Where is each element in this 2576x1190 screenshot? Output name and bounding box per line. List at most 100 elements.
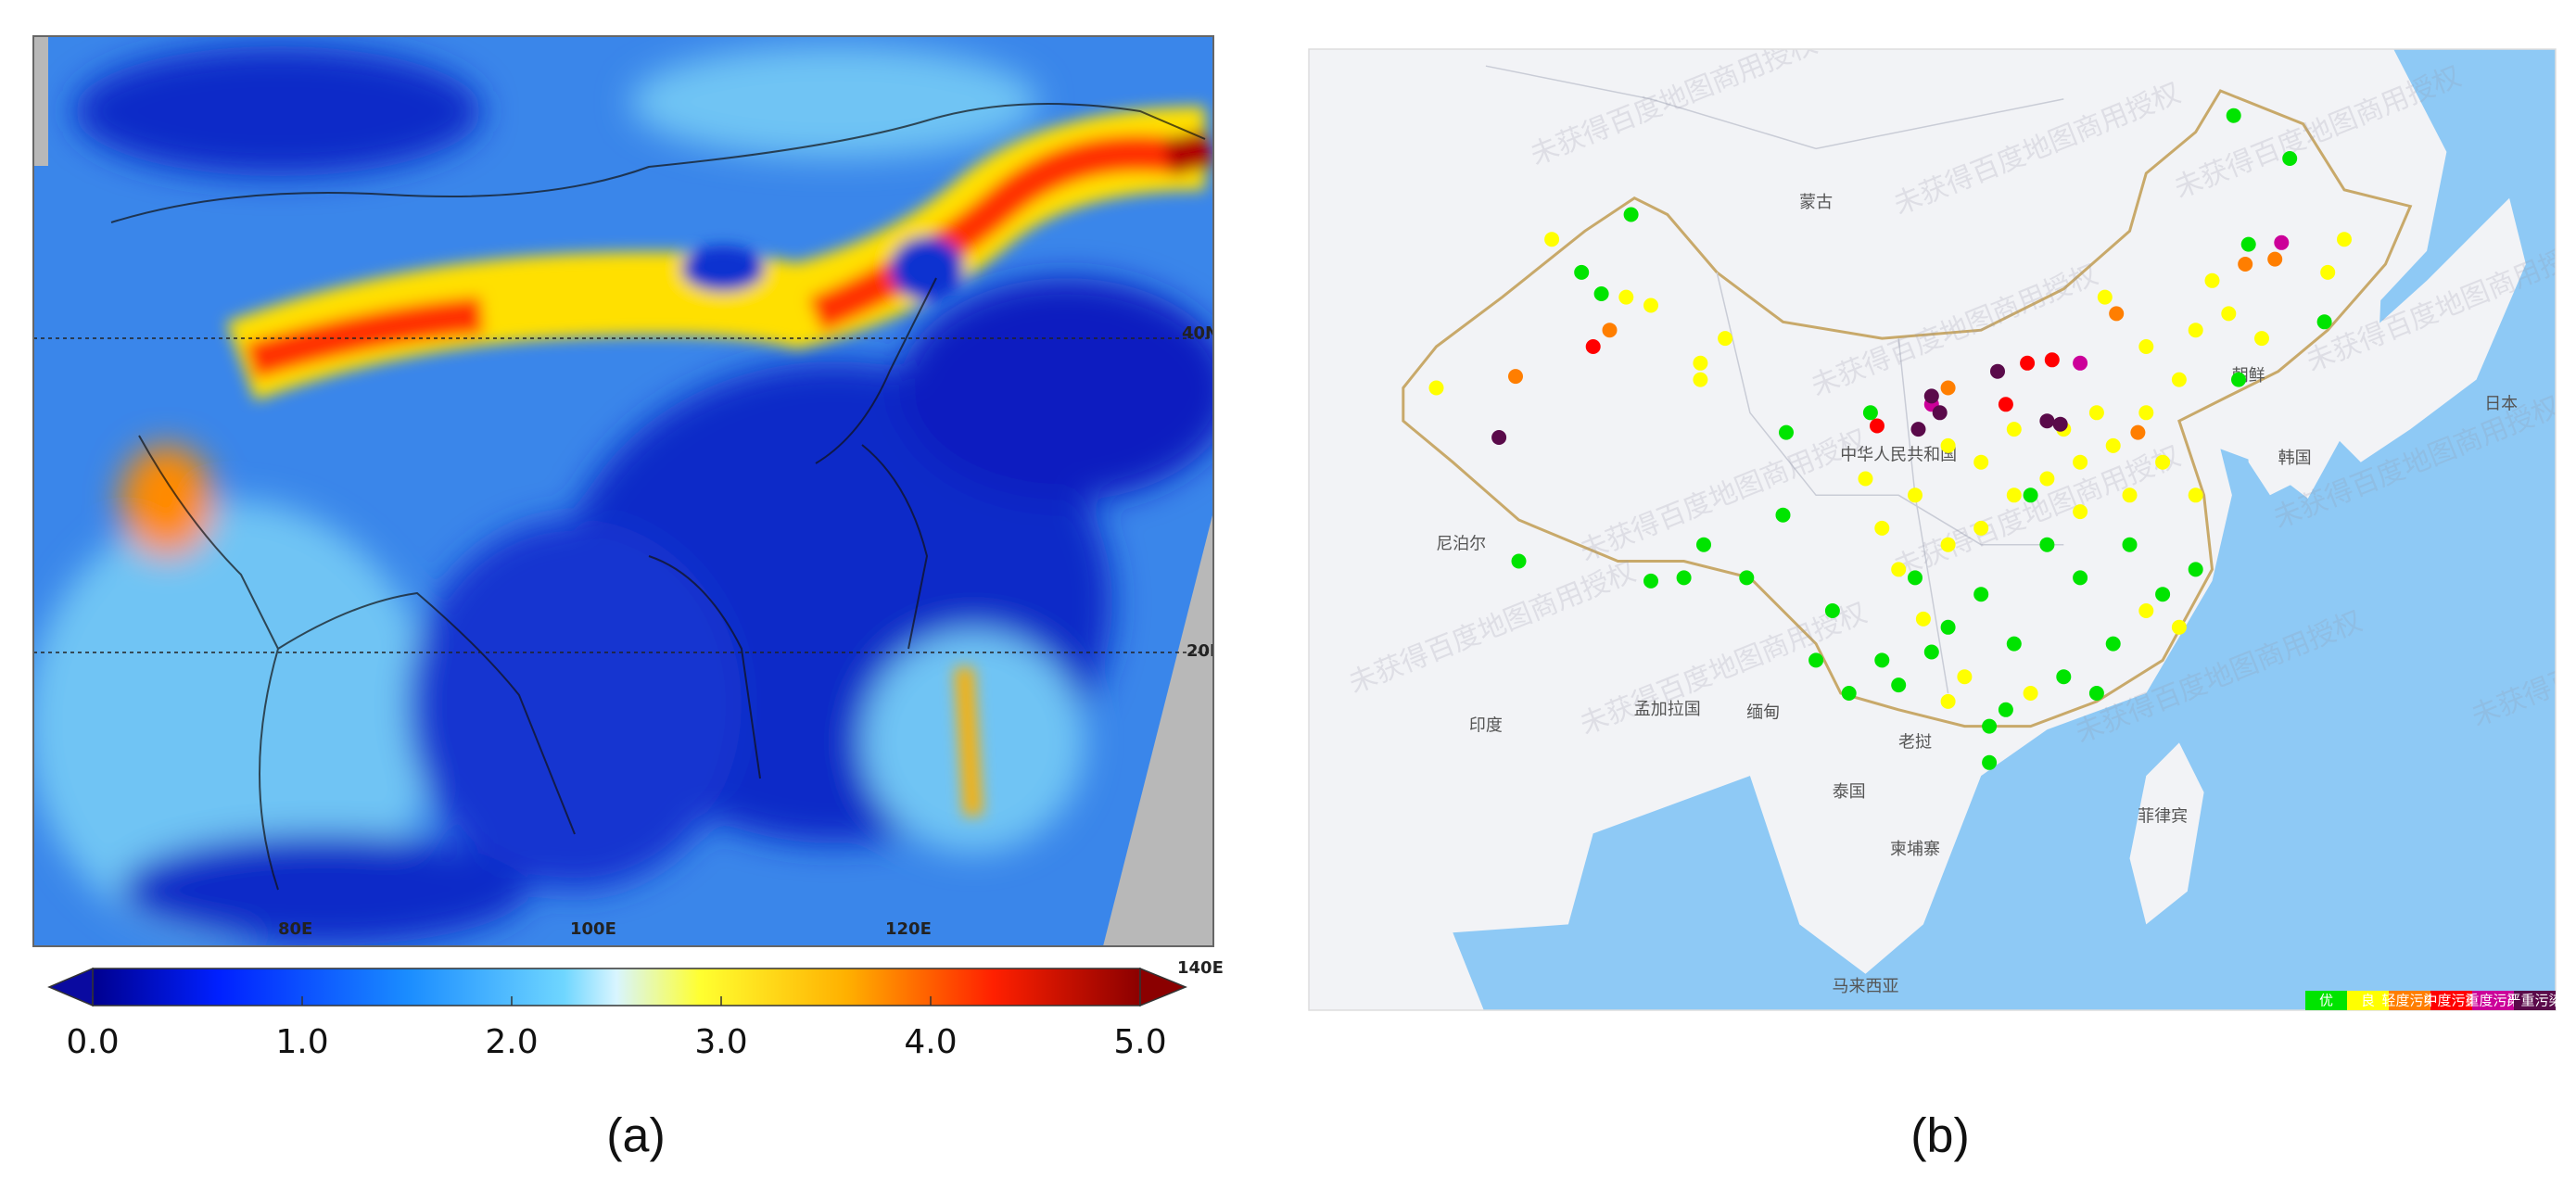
legend-label: 中度污染	[2423, 993, 2479, 1009]
station-dot	[1574, 264, 1590, 280]
station-dot	[1940, 537, 1956, 552]
map-label: 韩国	[2278, 449, 2312, 468]
station-dot	[2023, 487, 2038, 503]
station-dot	[2316, 314, 2332, 330]
lon-label: 120E	[885, 919, 932, 939]
station-dot	[1693, 355, 1708, 371]
colorbar-tick-label: 1.0	[275, 1023, 328, 1061]
station-dot	[2231, 372, 2246, 387]
map-label: 印度	[1469, 716, 1503, 736]
station-dot	[2073, 355, 2088, 371]
station-dot	[2073, 454, 2088, 470]
station-dot	[1982, 718, 1998, 734]
station-dot	[2039, 471, 2055, 487]
station-dot	[2320, 264, 2336, 280]
station-dot	[1874, 652, 1890, 668]
station-dot	[2006, 636, 2022, 652]
station-dot	[1891, 562, 1907, 577]
lat-label: 20N	[1186, 641, 1224, 661]
station-dot	[1990, 363, 2005, 379]
station-dot	[1923, 644, 1939, 660]
station-dot	[2240, 236, 2256, 252]
map-label: 蒙古	[1799, 193, 1833, 212]
map-label: 马来西亚	[1833, 977, 1899, 996]
station-dot	[1862, 405, 1878, 421]
station-dot	[2006, 487, 2022, 503]
lon-label: 140E	[1177, 958, 1224, 978]
station-dot	[2238, 257, 2253, 272]
map-label: 日本	[2484, 394, 2518, 413]
station-dot	[1841, 686, 1857, 701]
station-dot	[1982, 754, 1998, 770]
land	[2245, 412, 2303, 496]
station-dot	[1693, 372, 1708, 387]
station-dot	[1491, 430, 1507, 445]
map-label: 泰国	[1833, 782, 1866, 802]
station-dot	[1428, 380, 1444, 396]
station-dot	[1908, 487, 1922, 503]
ocean	[1453, 49, 2556, 1010]
station-dot	[2039, 537, 2055, 552]
station-dot	[1623, 207, 1639, 222]
colorbar-tick-label: 3.0	[694, 1023, 747, 1061]
station-dot	[1940, 619, 1956, 635]
land	[2129, 742, 2204, 925]
colorbar-tick-label: 2.0	[485, 1023, 538, 1061]
station-dot	[1585, 339, 1601, 354]
panel-label: (b)	[1910, 1109, 1970, 1163]
station-dot	[1940, 380, 1956, 396]
station-dot	[2226, 108, 2241, 123]
station-dot	[2105, 437, 2121, 453]
station-dot	[2097, 289, 2113, 305]
station-dot	[1824, 603, 1840, 618]
legend-label: 严重污染	[2506, 993, 2562, 1009]
station-dot	[2171, 372, 2187, 387]
land	[2328, 197, 2526, 462]
station-dot	[2155, 454, 2171, 470]
legend-swatch	[2472, 991, 2514, 1010]
station-dot	[2138, 405, 2154, 421]
station-dot	[1643, 573, 1658, 589]
station-dot	[1870, 418, 1884, 434]
station-dot	[2188, 562, 2203, 577]
station-dot	[2221, 306, 2237, 322]
station-dot	[2254, 331, 2269, 347]
station-dot	[1508, 369, 1523, 385]
station-dot	[2138, 603, 2154, 618]
satellite-map: 40N 20N 80E 100E 120E	[33, 36, 1224, 946]
legend-label: 良	[2361, 993, 2375, 1009]
station-dot	[1908, 570, 1922, 586]
air-quality-map: 未获得百度地图商用授权 未获得百度地图商用授权未获得百度地图商用授权未获得百度地图…	[1309, 49, 2556, 1010]
station-dot	[2122, 537, 2138, 552]
colorbar-tick-label: 5.0	[1113, 1023, 1166, 1061]
station-dot	[1544, 232, 1560, 247]
legend-swatch	[2430, 991, 2472, 1010]
station-dot	[1874, 520, 1890, 536]
colorbar-tick-label: 4.0	[904, 1023, 957, 1061]
station-dot	[1998, 397, 2013, 412]
station-dot	[2188, 487, 2203, 503]
station-dot	[1973, 520, 1989, 536]
colorbar-tick-label: 0.0	[66, 1023, 119, 1061]
station-dot	[2337, 232, 2352, 247]
colorbar	[47, 967, 1187, 1007]
station-dot	[2073, 570, 2088, 586]
station-dot	[2088, 686, 2104, 701]
station-dot	[1940, 693, 1956, 709]
station-dot	[1643, 298, 1658, 313]
station-dot	[2006, 422, 2022, 437]
station-dot	[2109, 306, 2125, 322]
china-border	[1402, 89, 2413, 728]
station-dot	[1593, 286, 1609, 301]
map-label: 尼泊尔	[1436, 535, 1486, 554]
station-dot	[2052, 416, 2068, 432]
station-dot	[2023, 686, 2038, 701]
station-dot	[1676, 570, 1692, 586]
station-dot	[2056, 669, 2072, 685]
station-dot	[1957, 669, 1973, 685]
lon-label: 80E	[278, 919, 312, 939]
station-dot	[2073, 504, 2088, 520]
station-dot	[1696, 537, 1711, 552]
station-dot	[2274, 234, 2290, 250]
